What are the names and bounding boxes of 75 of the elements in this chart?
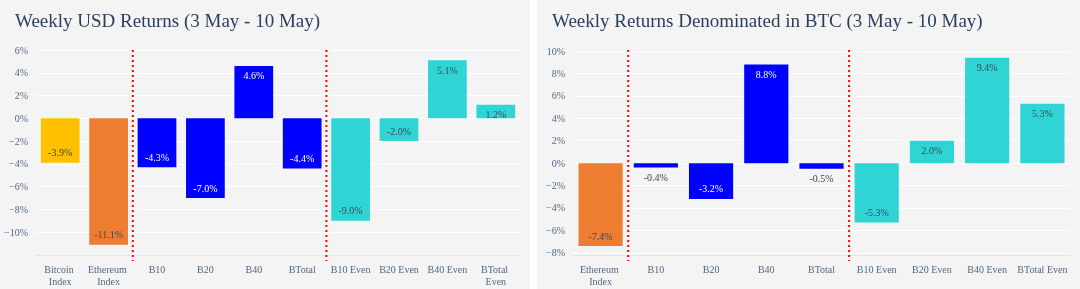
bar bbox=[137, 118, 177, 168]
data-label: 8.8% bbox=[755, 69, 777, 81]
x-tick-label: Bitcoin Index bbox=[44, 263, 77, 287]
y-tick-label: 6% bbox=[551, 90, 565, 102]
y-tick-label: −2% bbox=[546, 180, 565, 192]
data-label: -3.9% bbox=[48, 147, 73, 159]
data-label: -0.4% bbox=[643, 172, 668, 184]
y-tick-label: −10% bbox=[4, 226, 28, 238]
data-label: -11.1% bbox=[94, 229, 123, 241]
x-tick-label: Ethereum Index bbox=[87, 263, 130, 287]
data-label: -4.3% bbox=[144, 151, 170, 163]
data-label: -7.4% bbox=[588, 230, 613, 242]
x-tick-label: B40 bbox=[757, 263, 775, 275]
x-tick-label: B10 Even bbox=[856, 263, 897, 275]
chart-title: Weekly Returns Denominated in BTC (3 May - 10 May) bbox=[552, 10, 983, 32]
bar bbox=[428, 60, 467, 119]
x-tick-label: B40 bbox=[245, 263, 263, 275]
data-label: -0.5% bbox=[809, 173, 834, 185]
x-tick-label: BTotal bbox=[288, 263, 316, 275]
y-tick-label: 0% bbox=[551, 157, 565, 169]
bar bbox=[578, 163, 623, 247]
bar bbox=[282, 118, 322, 169]
y-tick-label: −2% bbox=[9, 135, 28, 147]
bar bbox=[186, 118, 225, 199]
data-label: -4.4% bbox=[290, 152, 315, 164]
data-label: 2.0% bbox=[921, 145, 943, 157]
x-tick-label: BTotal bbox=[807, 263, 836, 275]
bar bbox=[234, 65, 274, 119]
y-tick-label: 0% bbox=[14, 112, 28, 124]
bar bbox=[799, 163, 844, 169]
y-tick-label: 4% bbox=[551, 112, 565, 124]
data-label: 9.4% bbox=[976, 62, 998, 74]
bar bbox=[40, 118, 80, 163]
y-tick-label: −4% bbox=[546, 202, 565, 214]
x-tick-label: Ethereum Index bbox=[579, 263, 622, 287]
x-tick-label: B20 bbox=[197, 263, 214, 275]
bar bbox=[1020, 103, 1065, 164]
data-label: -7.0% bbox=[193, 182, 218, 194]
x-tick-label: B20 Even bbox=[912, 263, 952, 275]
x-tick-label: BTotal Even bbox=[481, 263, 511, 287]
x-tick-label: B40 Even bbox=[427, 263, 468, 275]
x-tick-label: B40 Even bbox=[967, 263, 1008, 275]
y-tick-label: 4% bbox=[14, 67, 28, 79]
y-tick-label: −8% bbox=[9, 203, 28, 215]
data-label: 1.2% bbox=[485, 109, 507, 121]
data-label: -3.2% bbox=[698, 183, 724, 195]
y-tick-label: −6% bbox=[9, 181, 28, 193]
y-tick-label: 2% bbox=[14, 90, 28, 102]
data-label: -5.3% bbox=[864, 207, 889, 219]
y-tick-label: 8% bbox=[551, 68, 565, 80]
x-tick-label: B10 bbox=[148, 263, 166, 275]
data-label: -9.0% bbox=[338, 205, 363, 217]
x-tick-label: B10 Even bbox=[330, 263, 371, 275]
y-tick-label: 2% bbox=[551, 135, 565, 147]
y-tick-label: −6% bbox=[546, 224, 565, 236]
x-tick-label: B20 Even bbox=[379, 263, 419, 275]
bar bbox=[965, 57, 1010, 164]
data-label: 4.6% bbox=[243, 70, 265, 82]
x-tick-label: BTotal Even bbox=[1017, 263, 1068, 275]
data-label: 5.1% bbox=[436, 64, 458, 76]
x-tick-label: B10 bbox=[647, 263, 665, 275]
y-tick-label: 10% bbox=[546, 45, 565, 57]
data-label: 5.3% bbox=[1031, 108, 1053, 120]
data-label: -2.0% bbox=[386, 125, 412, 137]
bar bbox=[744, 64, 789, 164]
bar bbox=[854, 163, 899, 223]
bar bbox=[331, 118, 370, 221]
x-tick-label: B20 bbox=[702, 263, 720, 275]
bar bbox=[633, 163, 678, 168]
y-tick-label: −8% bbox=[546, 247, 565, 259]
chart-title: Weekly USD Returns (3 May - 10 May) bbox=[15, 10, 321, 32]
y-tick-label: −4% bbox=[9, 158, 28, 170]
bar bbox=[688, 163, 734, 199]
bar bbox=[89, 118, 128, 245]
y-tick-label: 6% bbox=[14, 44, 28, 56]
